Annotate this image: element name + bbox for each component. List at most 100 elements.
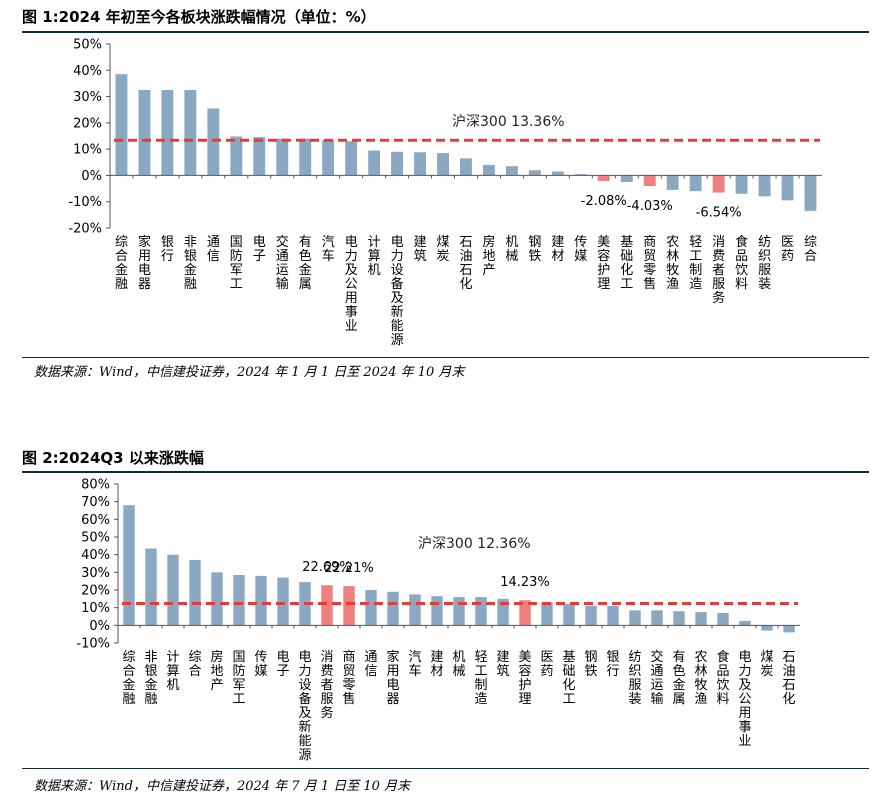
x-tick-label-综合: 综合	[188, 650, 201, 679]
bar-商贸零售	[643, 175, 656, 186]
figure-1-bar-chart: -20% -10% 0% 10% 20% 30% 40% 50% 沪深300 13.36% -2.…	[68, 38, 822, 348]
x-tick-label-传媒: 传媒	[254, 650, 267, 679]
y-tick-label: -20%	[68, 222, 102, 237]
x-tick-label-建筑: 建筑	[414, 235, 427, 264]
x-tick-label-电力设备及新能源: 电力设备及新能源	[298, 650, 311, 763]
x-tick-label-传媒: 传媒	[574, 235, 587, 264]
x-tick-label-非银金融: 非银金融	[144, 650, 157, 707]
data-label-商贸零售: 22.21%	[324, 561, 374, 576]
bar-通信	[207, 108, 220, 176]
reference-label: 沪深300 12.36%	[418, 536, 531, 552]
x-tick-label-国防军工: 国防军工	[230, 235, 243, 292]
bar-基础化工	[563, 604, 575, 626]
y-tick-label: 60%	[81, 513, 110, 528]
y-tick-label: -10%	[76, 637, 110, 652]
x-tick-label-计算机: 计算机	[368, 235, 381, 278]
x-tick-label-食品饮料: 食品饮料	[716, 649, 729, 707]
bar-国防军工	[233, 575, 245, 626]
bar-汽车	[322, 139, 335, 176]
figure-1-source: 数据来源：Wind，中信建投证券，2024 年 1 月 1 日至 2024 年 …	[34, 365, 465, 380]
y-tick-label: 40%	[73, 64, 102, 79]
bar-有色金属	[673, 611, 685, 626]
bar-建材	[431, 596, 443, 626]
bar-美容护理	[519, 600, 531, 626]
x-tick-label-有色金属: 有色金属	[299, 235, 312, 292]
y-tick-label: 80%	[81, 478, 110, 493]
bar-电力及公用事业	[345, 141, 358, 176]
x-tick-label-石油石化: 石油石化	[459, 235, 472, 292]
bar-轻工制造	[689, 175, 702, 192]
figure-1-bottom-rule	[22, 357, 869, 358]
y-tick-label: 20%	[73, 116, 102, 131]
y-tick-label: 70%	[81, 495, 110, 510]
figure-2-bottom-rule	[22, 768, 869, 769]
x-tick-label-机械: 机械	[452, 650, 465, 679]
x-tick-label-农林牧渔: 农林牧渔	[694, 650, 707, 707]
bar-通信	[365, 590, 377, 626]
x-tick-label-基础化工: 基础化工	[620, 235, 633, 292]
y-tick-label: -10%	[68, 195, 102, 210]
bar-传媒	[255, 575, 267, 626]
bar-消费者服务	[712, 175, 725, 193]
bar-非银金融	[184, 90, 197, 176]
bar-钢铁	[585, 605, 597, 626]
bar-煤炭	[761, 625, 773, 631]
x-tick-label-有色金属: 有色金属	[672, 650, 685, 707]
data-label-美容护理: -2.08%	[581, 194, 627, 209]
bar-医药	[541, 602, 553, 626]
y-tick-label: 30%	[81, 566, 110, 581]
x-tick-label-农林牧渔: 农林牧渔	[666, 235, 679, 292]
bar-美容护理	[597, 175, 610, 181]
bar-有色金属	[299, 138, 312, 176]
bar-纺织服装	[758, 175, 771, 197]
x-tick-label-基础化工: 基础化工	[562, 650, 575, 707]
bar-综合金融	[123, 505, 135, 626]
x-tick-label-汽车: 汽车	[408, 650, 421, 679]
bar-建筑	[414, 152, 426, 176]
x-tick-label-消费者服务: 消费者服务	[712, 235, 725, 306]
x-tick-label-交通运输: 交通运输	[650, 649, 663, 707]
bar-计算机	[368, 150, 381, 176]
x-tick-label-美容护理: 美容护理	[597, 235, 610, 292]
x-tick-label-纺织服装: 纺织服装	[628, 650, 641, 707]
bar-电子	[253, 137, 266, 176]
y-tick-label: 50%	[73, 38, 102, 53]
x-tick-label-综合金融: 综合金融	[122, 650, 135, 707]
x-tick-label-银行: 银行	[161, 235, 174, 264]
x-tick-label-商贸零售: 商贸零售	[643, 235, 656, 292]
bar-计算机	[167, 554, 179, 626]
x-tick-label-家用电器: 家用电器	[138, 234, 151, 292]
bar-商贸零售	[343, 586, 355, 626]
x-tick-label-房地产: 房地产	[482, 234, 495, 278]
x-tick-label-电子: 电子	[253, 235, 266, 264]
bar-非银金融	[145, 548, 157, 626]
figure-2-source: 数据来源：Wind，中信建投证券，2024 年 7 月 1 日至 10 月末	[34, 779, 411, 794]
x-tick-label-纺织服装: 纺织服装	[758, 235, 771, 292]
x-tick-label-电力及公用事业: 电力及公用事业	[738, 650, 751, 749]
bar-食品饮料	[735, 175, 748, 194]
bar-机械	[453, 597, 465, 626]
bar-交通运输	[651, 610, 663, 626]
bar-轻工制造	[475, 597, 487, 626]
bar-家用电器	[138, 90, 151, 176]
bar-建材	[551, 171, 564, 176]
x-tick-label-计算机: 计算机	[166, 650, 179, 693]
bar-钢铁	[528, 170, 541, 176]
x-tick-label-商贸零售: 商贸零售	[342, 650, 355, 707]
bar-综合	[804, 175, 817, 211]
y-tick-label: 40%	[81, 548, 110, 563]
figure-2-title: 图 2:2024Q3 以来涨跌幅	[22, 449, 204, 467]
bar-国防军工	[230, 136, 243, 176]
y-tick-label: 30%	[73, 90, 102, 105]
y-tick-label: 0%	[89, 619, 110, 634]
x-tick-label-房地产: 房地产	[210, 649, 223, 693]
x-tick-label-消费者服务: 消费者服务	[320, 650, 333, 721]
data-label-消费者服务: -6.54%	[696, 206, 742, 221]
x-tick-label-建材: 建材	[430, 650, 443, 679]
bar-基础化工	[620, 175, 633, 182]
bar-食品饮料	[717, 613, 729, 626]
bar-房地产	[483, 164, 495, 176]
x-tick-label-轻工制造: 轻工制造	[474, 650, 487, 707]
y-tick-label: 10%	[81, 601, 110, 616]
bar-电力及公用事业	[739, 620, 751, 626]
